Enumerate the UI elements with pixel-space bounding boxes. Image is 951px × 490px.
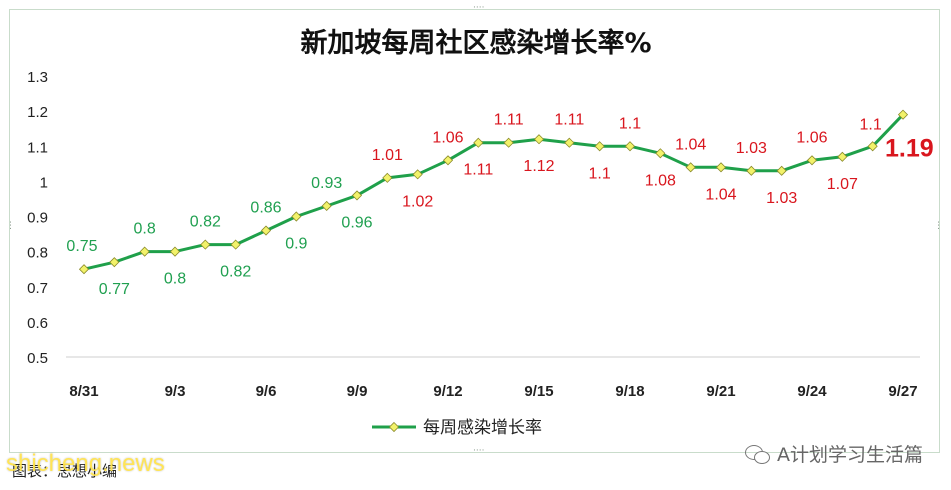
data-label: 1.03: [766, 190, 797, 207]
data-label: 1.19: [885, 135, 934, 163]
y-tick-label: 1.3: [27, 69, 48, 86]
watermark-site: shicheng.news: [6, 450, 165, 477]
y-axis: 0.5 0.6 0.7 0.8 0.9 1 1.1 1.2 1.3: [27, 69, 48, 367]
data-point: [382, 172, 393, 183]
x-tick-label: 9/21: [706, 383, 735, 400]
data-point: [230, 239, 241, 250]
data-point: [624, 141, 636, 152]
data-label: 0.82: [190, 214, 221, 231]
legend: 每周感染增长率: [372, 418, 542, 438]
data-point: [655, 148, 666, 159]
chart-source-note: 图表：思想小编: [12, 462, 118, 480]
x-tick-label: 9/3: [165, 383, 186, 400]
data-label: 0.75: [66, 238, 97, 255]
x-tick-label: 9/15: [524, 383, 553, 400]
chart-frame: ···· ⋮ ⋮ ····: [6, 4, 943, 456]
data-label: 0.93: [311, 175, 342, 192]
x-axis: 8/31 9/3 9/6 9/9 9/12 9/15 9/18 9/21 9/24 9/27: [66, 356, 920, 400]
watermark-account: A计划学习生活篇: [745, 440, 923, 467]
data-point: [776, 165, 787, 176]
resize-handle-bottom[interactable]: ····: [473, 446, 485, 456]
data-label: 0.77: [99, 281, 130, 298]
data-label: 1.02: [402, 193, 433, 210]
data-label: 1.04: [705, 186, 736, 203]
data-point: [78, 264, 90, 275]
y-tick-label: 0.7: [27, 280, 48, 297]
x-tick-label: 9/18: [615, 383, 644, 400]
resize-handle-left[interactable]: ⋮: [6, 221, 15, 231]
data-labels: 0.75 0.77 0.8 0.8 0.82 0.82 0.86 0.9 0.93 0.96 1.0…: [66, 112, 933, 298]
data-label: 1.08: [645, 172, 676, 189]
data-point: [169, 246, 181, 257]
data-point: [533, 134, 545, 145]
data-label: 1.12: [523, 158, 554, 175]
data-point: [746, 165, 757, 176]
data-label: 1.06: [432, 129, 463, 146]
watermark-account-name: A计划学习生活篇: [777, 444, 923, 466]
data-point: [351, 190, 363, 201]
data-label: 1.03: [736, 140, 767, 157]
data-label: 0.86: [250, 200, 281, 217]
data-point: [715, 162, 727, 173]
data-label: 1.06: [796, 129, 827, 146]
y-tick-label: 0.6: [27, 315, 48, 332]
data-label: 1.01: [372, 147, 403, 164]
resize-handle-right[interactable]: ⋮: [934, 221, 943, 231]
data-point: [473, 137, 484, 148]
data-label: 1.1: [589, 165, 611, 182]
data-label: 1.07: [827, 176, 858, 193]
y-tick-label: 0.5: [27, 350, 48, 367]
data-point: [897, 109, 909, 120]
data-point: [564, 137, 575, 148]
x-tick-label: 8/31: [69, 383, 98, 400]
data-label: 0.8: [164, 271, 186, 288]
data-point: [867, 141, 878, 152]
series-layer: [78, 109, 909, 275]
data-label: 0.8: [134, 221, 156, 238]
data-label: 1.1: [619, 115, 641, 132]
x-tick-label: 9/24: [797, 383, 827, 400]
x-tick-label: 9/6: [256, 383, 277, 400]
x-tick-label: 9/27: [888, 383, 917, 400]
data-point: [503, 137, 514, 148]
y-tick-label: 1.2: [27, 104, 48, 121]
resize-handle-top[interactable]: ····: [473, 3, 485, 13]
x-tick-label: 9/9: [347, 383, 368, 400]
data-label: 1.11: [494, 112, 524, 129]
x-tick-label: 9/12: [433, 383, 462, 400]
data-point: [260, 225, 272, 236]
data-label: 0.96: [341, 214, 372, 231]
data-label: 1.1: [860, 116, 882, 133]
legend-marker: [388, 421, 400, 433]
data-label: 1.11: [554, 112, 584, 129]
y-tick-label: 0.9: [27, 210, 48, 227]
y-tick-label: 1.1: [27, 139, 48, 156]
y-tick-label: 0.8: [27, 245, 48, 262]
wechat-icon: [745, 443, 771, 465]
data-point: [139, 246, 150, 257]
data-point: [109, 257, 120, 268]
data-point: [321, 200, 332, 212]
data-label: 1.04: [675, 136, 706, 153]
y-tick-label: 1: [40, 174, 48, 191]
data-point: [594, 141, 605, 152]
data-point: [806, 155, 818, 166]
data-point: [442, 155, 454, 166]
data-label: 0.82: [220, 264, 251, 281]
chart-title: 新加坡每周社区感染增长率%: [300, 27, 651, 59]
data-point: [685, 162, 696, 173]
data-label: 1.11: [463, 162, 493, 179]
legend-label: 每周感染增长率: [423, 418, 542, 438]
data-point: [837, 151, 848, 162]
series-line: [83, 113, 905, 271]
data-point: [291, 211, 302, 222]
data-point: [412, 169, 423, 180]
data-label: 0.9: [285, 236, 307, 253]
data-point: [200, 239, 211, 250]
